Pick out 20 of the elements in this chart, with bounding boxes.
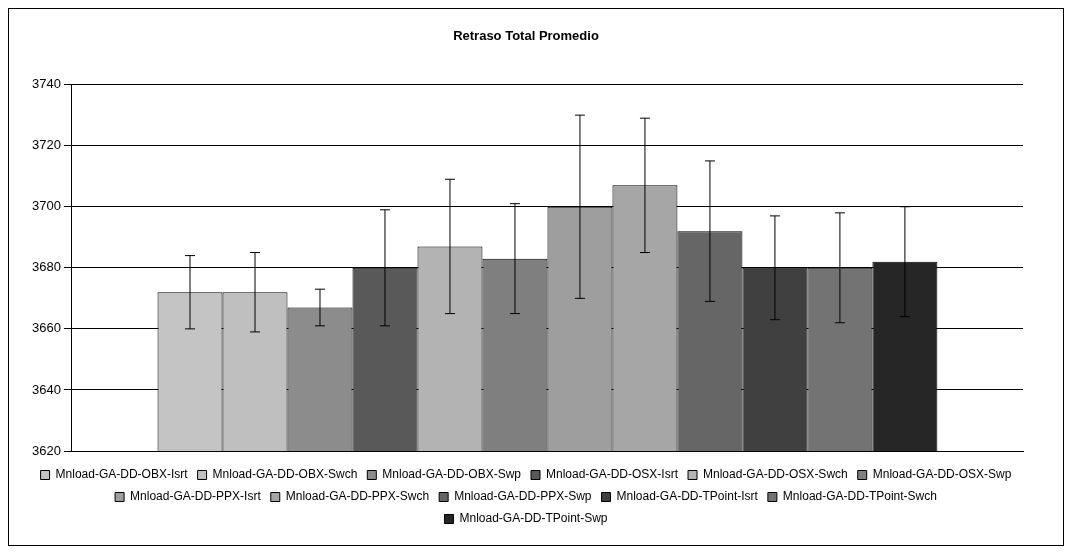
y-tick-label: 3660: [32, 320, 61, 336]
legend-label: Mnload-GA-DD-PPX-Swch: [285, 489, 430, 504]
legend-label: Mnload-GA-DD-OBX-Isrt: [55, 467, 189, 482]
y-tick-label: 3700: [32, 198, 61, 214]
legend-label: Mnload-GA-DD-PPX-Isrt: [130, 489, 262, 504]
y-tick-label: 3640: [32, 381, 61, 397]
legend-label: Mnload-GA-DD-PPX-Swp: [454, 489, 592, 504]
chart-title: Retraso Total Promedio: [453, 28, 599, 44]
legend-label: Mnload-GA-DD-TPoint-Isrt: [616, 489, 759, 504]
legend-label: Mnload-GA-DD-TPoint-Swp: [459, 511, 608, 526]
legend-label: Mnload-GA-DD-OBX-Swp: [382, 467, 522, 482]
legend-label: Mnload-GA-DD-OSX-Swch: [703, 467, 848, 482]
y-tick-label: 3720: [32, 137, 61, 153]
legend-label: Mnload-GA-DD-OBX-Swch: [212, 467, 358, 482]
y-tick-label: 3620: [32, 442, 61, 458]
legend-label: Mnload-GA-DD-OSX-Swp: [872, 467, 1012, 482]
legend-label: Mnload-GA-DD-OSX-Isrt: [546, 467, 679, 482]
y-tick-label: 3680: [32, 259, 61, 275]
legend-label: Mnload-GA-DD-TPoint-Swch: [782, 489, 937, 504]
y-tick-label: 3740: [32, 76, 61, 92]
